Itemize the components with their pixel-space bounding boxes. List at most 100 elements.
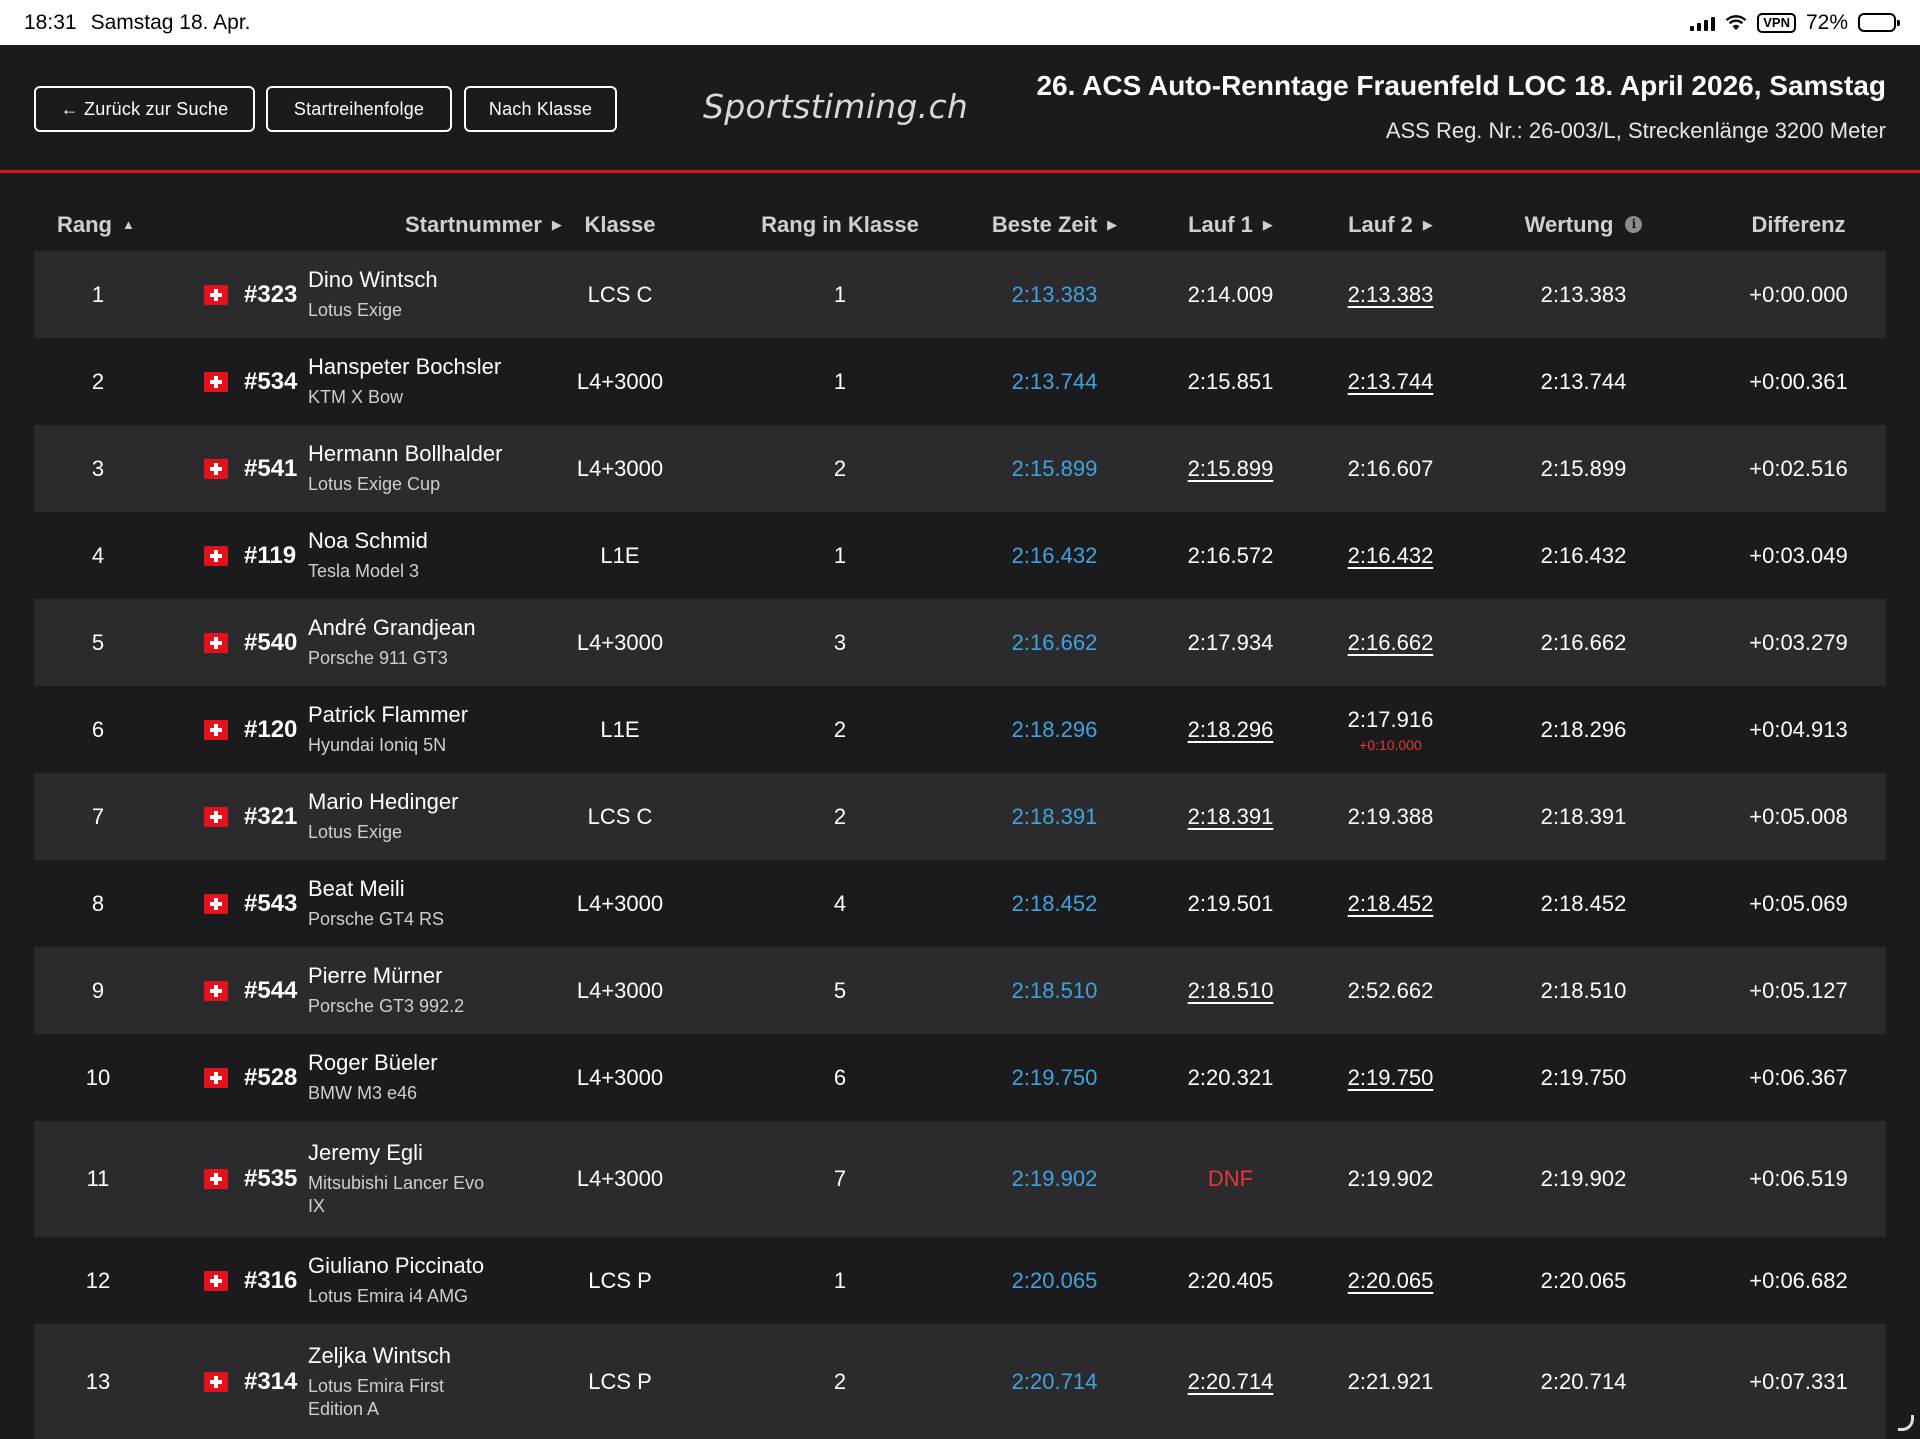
header-lauf1-label: Lauf 1 <box>1188 211 1253 237</box>
table-row[interactable]: 13 #314 Zeljka Wintsch Lotus Emira First Ed… <box>34 1324 1886 1439</box>
table-row[interactable]: 7 #321 Mario Hedinger Lotus Exige LCS C 2 2:18… <box>34 773 1886 860</box>
cell-klasse: L1E <box>600 716 640 742</box>
driver-name[interactable]: Roger Büeler <box>308 1049 438 1075</box>
table-row[interactable]: 6 #120 Patrick Flammer Hyundai Ioniq 5N L1E 2… <box>34 686 1886 773</box>
lauf2-time: 2:17.916 <box>1347 706 1434 732</box>
driver-name[interactable]: Hermann Bollhalder <box>308 440 503 466</box>
back-to-search-button[interactable]: ← Zurück zur Suche <box>34 86 255 132</box>
table-row[interactable]: 10 #528 Roger Büeler BMW M3 e46 L4+3000 6 2:19… <box>34 1034 1886 1121</box>
table-row[interactable]: 11 #535 Jeremy Egli Mitsubishi Lancer Evo I… <box>34 1121 1886 1237</box>
cell-beste-zeit: 2:16.432 <box>1011 542 1098 568</box>
cell-rang-in-klasse: 4 <box>833 890 847 916</box>
bib-number: #119 <box>244 541 297 569</box>
header-beste-zeit[interactable]: Beste Zeit ▶ <box>973 198 1136 251</box>
table-row[interactable]: 1 #323 Dino Wintsch Lotus Exige LCS C 1 2:13.3… <box>34 251 1886 338</box>
cell-rang-in-klasse: 2 <box>833 716 847 742</box>
table-row[interactable]: 2 #534 Hanspeter Bochsler KTM X Bow L4+3000 1… <box>34 338 1886 425</box>
cell-lauf2: 2:19.388 <box>1325 773 1456 860</box>
swiss-flag-icon <box>204 1067 228 1088</box>
table-row[interactable]: 3 #541 Hermann Bollhalder Lotus Exige Cup L4… <box>34 425 1886 512</box>
start-order-button[interactable]: Startreihenfolge <box>266 86 452 132</box>
cell-startnummer: #323 Dino Wintsch Lotus Exige <box>162 251 533 338</box>
table-row[interactable]: 4 #119 Noa Schmid Tesla Model 3 L1E 1 2:16.432… <box>34 512 1886 599</box>
driver-name[interactable]: Pierre Mürner <box>308 962 443 988</box>
driver-name[interactable]: Zeljka Wintsch <box>308 1342 452 1368</box>
swiss-flag-icon <box>204 980 228 1001</box>
by-class-button[interactable]: Nach Klasse <box>464 86 617 132</box>
table-row[interactable]: 8 #543 Beat Meili Porsche GT4 RS L4+3000 4 2:1… <box>34 860 1886 947</box>
lauf2-time: 2:16.432 <box>1347 542 1434 568</box>
car-model: Porsche GT4 RS <box>308 908 445 929</box>
sportstiming-logo[interactable]: Sportstiming.ch <box>703 87 969 126</box>
cell-startnummer: #528 Roger Büeler BMW M3 e46 <box>162 1034 533 1121</box>
cell-rang-in-klasse: 6 <box>833 1064 847 1090</box>
bib-number: #535 <box>244 1165 298 1192</box>
cell-rang: 2 <box>91 368 105 394</box>
cell-rang: 12 <box>85 1267 111 1293</box>
driver-name[interactable]: André Grandjean <box>308 614 476 640</box>
lauf2-time: 2:16.607 <box>1347 455 1434 481</box>
cell-klasse: L4+3000 <box>576 1064 664 1090</box>
cell-wertung: 2:13.383 <box>1540 281 1627 307</box>
header-lauf1[interactable]: Lauf 1 ▶ <box>1136 198 1325 251</box>
table-row[interactable]: 9 #544 Pierre Mürner Porsche GT3 992.2 L4+30… <box>34 947 1886 1034</box>
header-wertung: Wertung i <box>1456 198 1711 251</box>
event-title: 26. ACS Auto-Renntage Frauenfeld LOC 18.… <box>1036 70 1886 101</box>
driver-name[interactable]: Hanspeter Bochsler <box>308 353 502 379</box>
driver-name[interactable]: Patrick Flammer <box>308 701 469 727</box>
cell-rang-in-klasse: 1 <box>833 1267 847 1293</box>
info-icon[interactable]: i <box>1625 216 1643 233</box>
cell-lauf1: 2:18.391 <box>1136 773 1325 860</box>
table-row[interactable]: 5 #540 André Grandjean Porsche 911 GT3 L4+30… <box>34 599 1886 686</box>
driver-name[interactable]: Giuliano Piccinato <box>308 1252 485 1278</box>
cell-klasse: L4+3000 <box>576 629 664 655</box>
car-model: BMW M3 e46 <box>308 1082 418 1103</box>
lauf2-wrap: 2:17.916 +0:10.000 <box>1348 707 1434 753</box>
cell-differenz: +0:06.682 <box>1749 1267 1848 1293</box>
driver-name[interactable]: Dino Wintsch <box>308 266 438 292</box>
driver-name[interactable]: Noa Schmid <box>308 527 428 553</box>
driver-info: Dino Wintsch Lotus Exige <box>308 267 438 322</box>
cell-rang: 8 <box>91 890 105 916</box>
driver-name[interactable]: Mario Hedinger <box>308 788 459 814</box>
swiss-flag-icon <box>204 1270 228 1291</box>
cell-differenz: +0:04.913 <box>1749 716 1848 742</box>
header-lauf2[interactable]: Lauf 2 ▶ <box>1325 198 1456 251</box>
cell-wertung: 2:18.391 <box>1540 803 1627 829</box>
lauf2-wrap: 2:16.662 <box>1348 630 1434 656</box>
cell-lauf2: 2:20.065 <box>1325 1237 1456 1324</box>
swiss-flag-icon <box>204 371 228 392</box>
cell-lauf1: DNF <box>1136 1121 1325 1237</box>
bib-number: #534 <box>244 367 298 395</box>
table-row[interactable]: 12 #316 Giuliano Piccinato Lotus Emira i4 A… <box>34 1237 1886 1324</box>
cell-lauf2: 2:52.662 <box>1325 947 1456 1034</box>
header-wertung-label: Wertung <box>1524 211 1614 237</box>
cell-rang-in-klasse: 3 <box>833 629 847 655</box>
bib-number: #120 <box>244 715 298 743</box>
sort-up-icon: ▲ <box>122 217 135 232</box>
swiss-flag-icon <box>204 893 228 914</box>
cell-startnummer: #543 Beat Meili Porsche GT4 RS <box>162 860 533 947</box>
cell-rang-in-klasse: 2 <box>833 1369 847 1394</box>
lauf2-time: 2:13.744 <box>1347 368 1434 394</box>
header-beste-zeit-label: Beste Zeit <box>991 211 1098 237</box>
cell-beste-zeit: 2:15.899 <box>1011 455 1098 481</box>
lauf2-time: 2:20.065 <box>1347 1267 1434 1293</box>
lauf1-time: 2:20.405 <box>1187 1267 1274 1293</box>
cell-lauf1: 2:18.510 <box>1136 947 1325 1034</box>
cell-startnummer: #544 Pierre Mürner Porsche GT3 992.2 <box>162 947 533 1034</box>
cell-lauf2: 2:17.916 +0:10.000 <box>1325 686 1456 773</box>
cell-wertung: 2:20.714 <box>1540 1369 1627 1394</box>
header-differenz: Differenz <box>1711 198 1886 251</box>
bib-number: #323 <box>244 280 298 308</box>
lauf2-time: 2:21.921 <box>1347 1369 1434 1394</box>
header-startnummer[interactable]: Startnummer ▶ <box>162 198 562 251</box>
header-rang[interactable]: Rang ▲ <box>34 198 162 251</box>
cell-beste-zeit: 2:16.662 <box>1011 629 1098 655</box>
lauf2-wrap: 2:19.388 <box>1348 804 1434 830</box>
driver-name[interactable]: Jeremy Egli <box>308 1139 423 1165</box>
lauf2-wrap: 2:13.383 <box>1348 282 1434 308</box>
driver-name[interactable]: Beat Meili <box>308 875 405 901</box>
cell-rang-in-klasse: 1 <box>833 542 847 568</box>
cell-wertung: 2:16.662 <box>1540 629 1627 655</box>
